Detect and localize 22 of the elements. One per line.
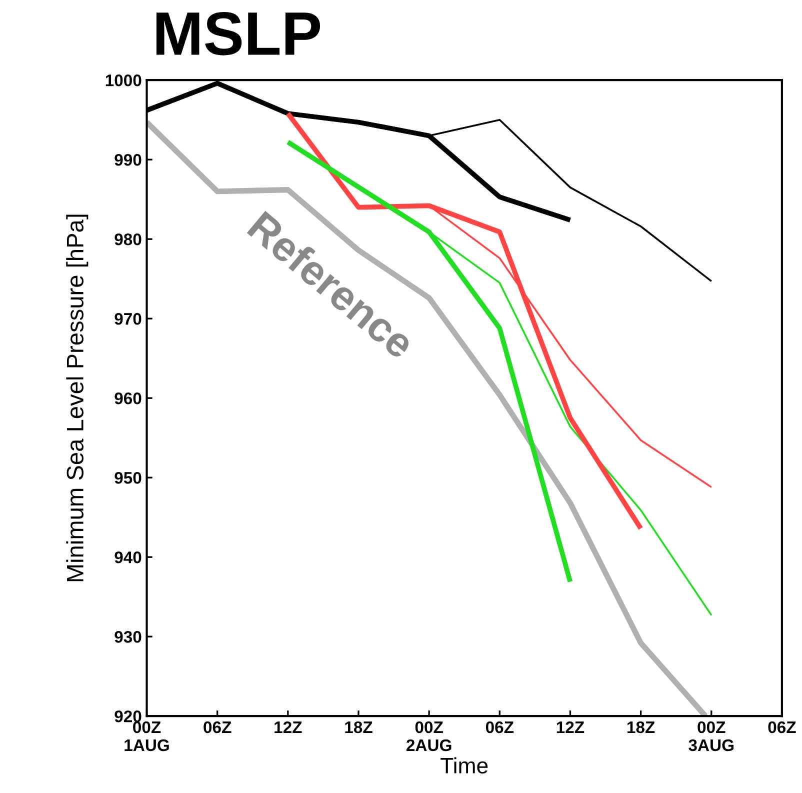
y-tick-label: 1000	[106, 74, 142, 86]
x-tick-label: 06Z	[204, 721, 232, 734]
x-axis-title: Time	[440, 757, 488, 774]
y-tick-label: 920	[114, 710, 142, 722]
y-tick-label: 950	[114, 472, 142, 484]
y-tick-label: 940	[114, 551, 142, 564]
y-axis-title: Minimum Sea Level Pressure [hPa]	[66, 214, 88, 582]
x-tick-label: 12Z	[274, 721, 302, 734]
x-tick-label: 06Z	[768, 721, 796, 734]
y-tick-label: 980	[114, 233, 142, 246]
x-tick-label: 00Z 2AUG	[406, 721, 452, 752]
x-tick-label: 18Z	[345, 721, 372, 734]
x-tick-label: 18Z	[627, 721, 655, 734]
x-tick-label: 00Z 1AUG	[124, 721, 169, 752]
y-tick-label: 990	[114, 154, 142, 166]
y-tick-label: 960	[114, 392, 142, 404]
x-tick-label: 12Z	[556, 721, 584, 734]
x-tick-label: 06Z	[486, 721, 514, 734]
x-tick-label: 00Z 3AUG	[688, 721, 734, 752]
y-tick-label: 970	[114, 312, 142, 325]
y-tick-label: 930	[114, 630, 142, 643]
chart-title: MSLP	[156, 12, 320, 56]
